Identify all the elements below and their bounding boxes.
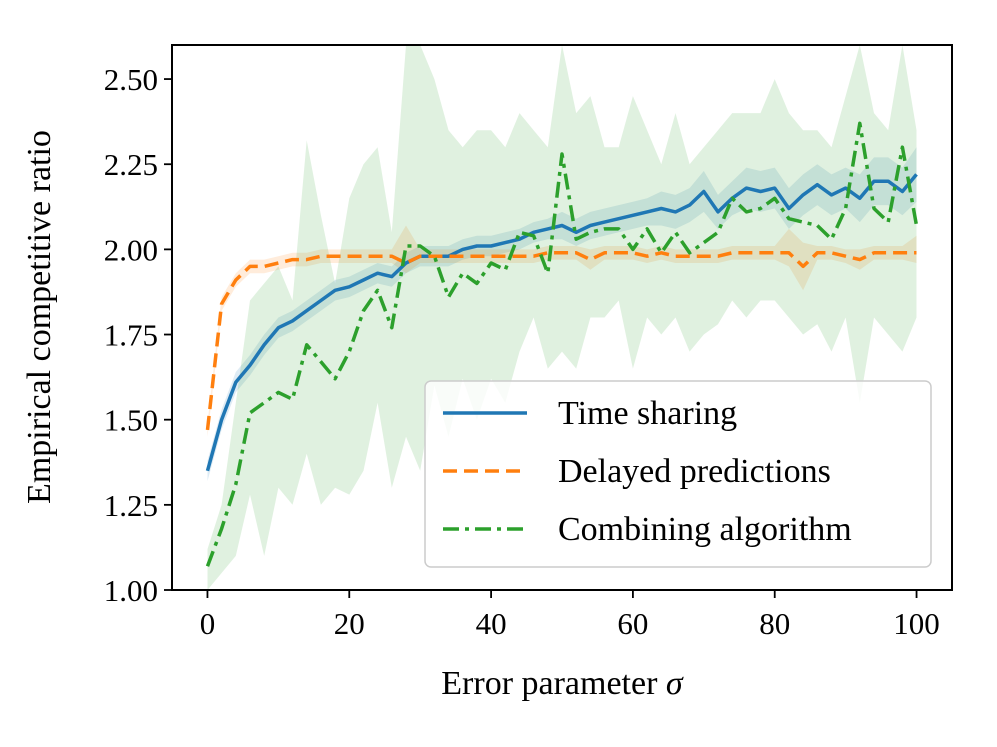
y-tick-label: 1.50 <box>104 403 158 438</box>
y-tick-label: 1.00 <box>104 573 158 608</box>
legend: Time sharing Delayed predictions Combining… <box>424 380 932 568</box>
legend-label-combining-algorithm: Combining algorithm <box>558 511 852 548</box>
y-tick-label: 1.25 <box>104 488 158 523</box>
line-delayed-predictions <box>205 251 917 431</box>
band-combining-algorithm <box>207 45 917 590</box>
x-tick-label: 100 <box>893 606 940 641</box>
legend-label-delayed-predictions: Delayed predictions <box>558 453 831 490</box>
y-tick-label: 2.00 <box>104 232 158 267</box>
y-axis-label: Empirical competitive ratio <box>21 130 58 504</box>
y-tick-label: 1.75 <box>104 318 158 353</box>
x-tick-label: 20 <box>334 606 365 641</box>
x-tick-label: 80 <box>759 606 790 641</box>
y-axis-ticks: 1.00 1.25 1.50 1.75 2.00 2.25 2.50 <box>104 62 172 608</box>
x-axis-label: Error parameter σ <box>441 665 684 702</box>
x-axis-label-symbol: σ <box>666 665 684 702</box>
series-lines <box>205 121 919 567</box>
y-tick-label: 2.25 <box>104 147 158 182</box>
band-time-sharing <box>207 147 917 481</box>
line-time-sharing <box>205 173 918 472</box>
confidence-bands <box>207 45 917 590</box>
legend-box <box>424 380 932 568</box>
legend-label-time-sharing: Time sharing <box>558 395 737 432</box>
y-tick-label: 2.50 <box>104 62 158 97</box>
plot-frame <box>171 44 953 591</box>
x-axis-label-text: Error parameter <box>441 665 658 702</box>
x-tick-label: 40 <box>476 606 507 641</box>
line-combining-algorithm <box>205 121 919 567</box>
x-axis-ticks: 0 20 40 60 80 100 <box>200 590 940 641</box>
x-tick-label: 60 <box>617 606 648 641</box>
x-tick-label: 0 <box>200 606 216 641</box>
